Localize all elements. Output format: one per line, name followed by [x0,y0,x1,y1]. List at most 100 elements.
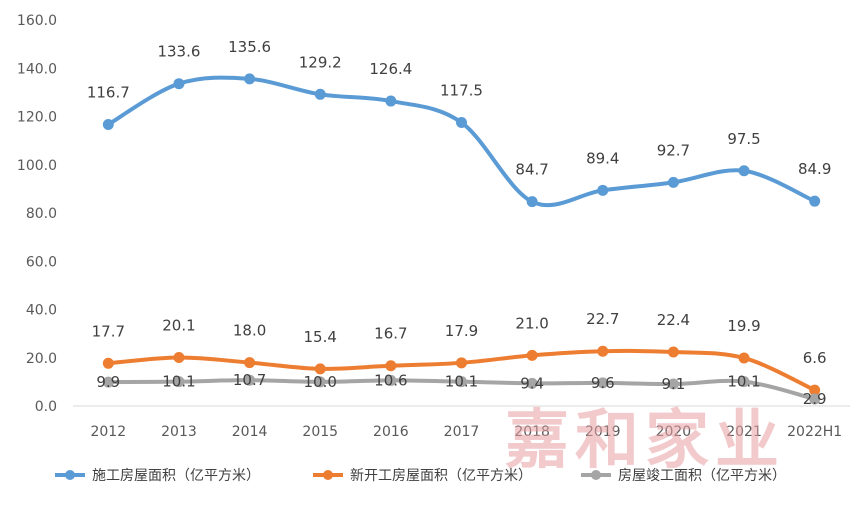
data-label: 135.6 [228,38,271,56]
data-point [244,73,256,85]
data-point [314,376,326,388]
y-tick-label: 40.0 [26,303,57,319]
x-tick-label: 2020 [656,424,692,440]
data-point [526,377,538,389]
series-layer: 9.9 10.1 10.7 10.0 10.6 10.1 9.4 9.6 9.1 10.1 2.9 1… [87,38,832,408]
data-label: 84.7 [515,161,548,179]
data-point [102,376,114,388]
data-point [385,95,397,107]
data-label: 16.7 [374,325,407,343]
data-point [385,374,397,386]
data-label: 6.6 [803,349,827,367]
data-label: 133.6 [157,43,200,61]
legend-item: 施工房屋面积（亿平方米） [55,468,260,484]
data-point [597,184,609,196]
series-2 [102,374,821,405]
data-point [314,363,326,375]
data-label: 18.0 [233,322,266,340]
data-label: 10.7 [233,371,266,389]
x-tick-label: 2018 [514,424,550,440]
y-axis: 0.0 20.0 40.0 60.0 80.0 100.0 120.0 140.0 160.0 [17,13,57,415]
data-point [809,195,821,207]
data-label: 9.6 [591,374,615,392]
data-point [738,165,750,177]
data-point [173,352,185,364]
x-tick-label: 2013 [161,424,197,440]
data-point [809,393,821,405]
legend-label: 施工房屋面积（亿平方米） [92,468,260,484]
data-point [314,88,326,100]
y-tick-label: 140.0 [17,61,57,77]
data-label: 17.9 [445,322,478,340]
legend-swatch-marker [323,470,333,480]
series-0 [102,73,821,208]
data-point [738,376,750,388]
data-label: 2.9 [803,390,827,408]
data-point [526,349,538,361]
data-label: 22.7 [586,310,619,328]
legend-label: 新开工房屋面积（亿平方米） [350,468,532,484]
y-tick-label: 100.0 [17,158,57,174]
x-tick-label: 2016 [373,424,409,440]
x-tick-label: 2015 [302,424,338,440]
data-point [385,360,397,372]
data-point [173,78,185,90]
data-label: 10.0 [304,373,337,391]
y-tick-label: 120.0 [17,110,57,126]
data-label: 21.0 [515,314,548,332]
data-label: 20.1 [162,317,195,335]
data-label: 19.9 [727,317,760,335]
data-label: 116.7 [87,83,130,101]
data-label: 129.2 [299,53,342,71]
data-point [667,176,679,188]
y-tick-label: 20.0 [26,351,57,367]
data-label: 126.4 [369,60,412,78]
y-tick-label: 60.0 [26,254,57,270]
y-tick-label: 80.0 [26,206,57,222]
legend-swatch-marker [591,470,601,480]
data-point [102,118,114,130]
legend-item: 新开工房屋面积（亿平方米） [313,468,532,484]
data-labels-2: 9.9 10.1 10.7 10.0 10.6 10.1 9.4 9.6 9.1 10.1 2.9 [96,371,826,408]
data-label: 9.4 [520,374,544,392]
data-label: 9.1 [661,375,685,393]
legend-swatch-marker [65,470,75,480]
x-tick-label: 2014 [232,424,268,440]
data-label: 10.1 [162,373,195,391]
data-label: 84.9 [798,160,831,178]
data-point [244,357,256,369]
series-1 [102,345,821,396]
x-tick-label: 2019 [585,424,621,440]
x-tick-label: 2021 [726,424,762,440]
data-point [526,196,538,208]
data-label: 117.5 [440,82,483,100]
y-tick-label: 0.0 [35,399,57,415]
x-tick-label: 2022H1 [787,424,842,440]
data-label: 92.7 [657,141,690,159]
data-label: 22.4 [657,311,690,329]
data-label: 10.1 [727,373,760,391]
data-point [597,377,609,389]
data-point [667,378,679,390]
data-point [667,346,679,358]
x-axis: 2012 2013 2014 2015 2016 2017 2018 2019 2020 2021… [90,424,842,440]
data-label: 17.7 [92,322,125,340]
x-tick-label: 2017 [444,424,480,440]
data-point [102,357,114,369]
data-point [456,357,467,369]
legend: 施工房屋面积（亿平方米） 新开工房屋面积（亿平方米） 房屋竣工面积（亿平方米） [55,468,786,484]
data-label: 10.1 [445,373,478,391]
data-point [173,376,185,388]
data-label: 15.4 [304,328,337,346]
data-point [456,117,467,129]
data-label: 97.5 [727,130,760,148]
data-point [738,352,750,364]
data-point [244,374,256,386]
data-point [597,345,609,357]
legend-label: 房屋竣工面积（亿平方米） [618,468,786,484]
data-label: 89.4 [586,149,619,167]
data-label: 10.6 [374,371,407,389]
data-point [456,376,467,388]
